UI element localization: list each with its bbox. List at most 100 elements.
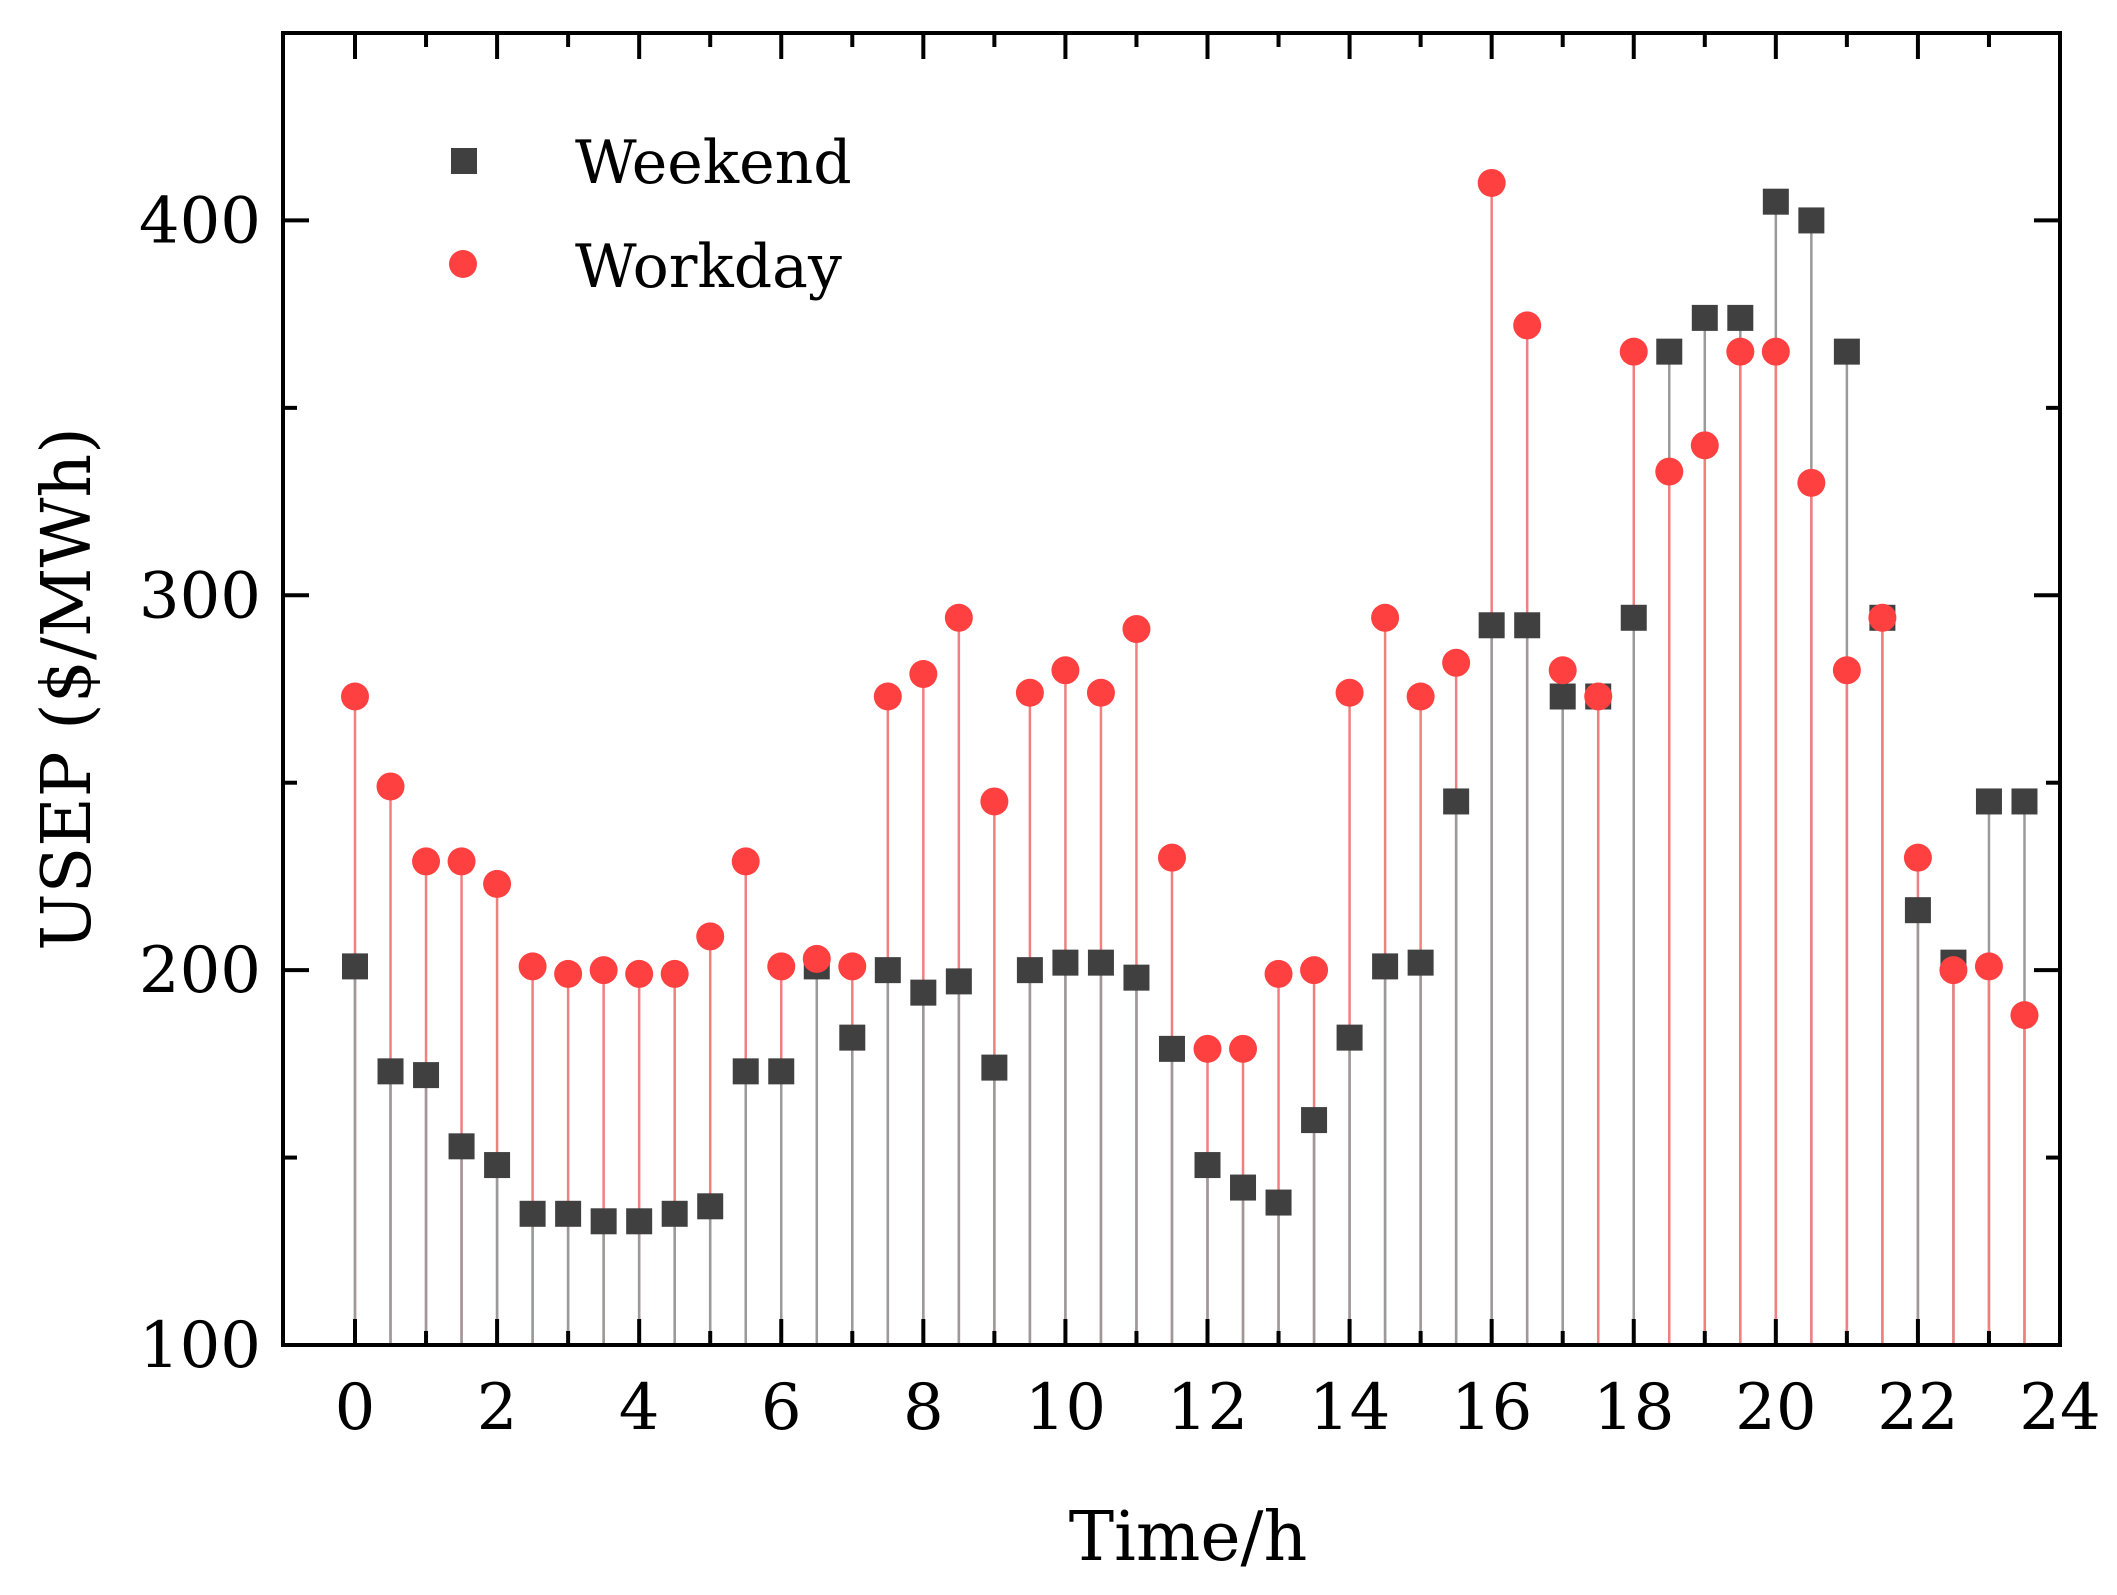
legend-item-weekend: Weekend bbox=[451, 128, 852, 198]
weekend-point-24 bbox=[1194, 1152, 1221, 1179]
weekend-point-9 bbox=[661, 1200, 688, 1227]
workday-point-24 bbox=[1193, 1034, 1222, 1063]
workday-point-12 bbox=[767, 952, 796, 981]
workday-point-14 bbox=[838, 952, 867, 981]
weekend-point-20 bbox=[1052, 949, 1079, 976]
workday-point-39 bbox=[1726, 337, 1755, 366]
weekend-point-6 bbox=[555, 1200, 582, 1227]
workday-point-3 bbox=[447, 847, 476, 876]
workday-point-19 bbox=[1015, 678, 1044, 707]
weekend-point-41 bbox=[1798, 207, 1825, 234]
x-tick-label-6: 12 bbox=[1167, 1371, 1248, 1445]
workday-point-18 bbox=[980, 787, 1009, 816]
x-tick-label-11: 22 bbox=[1877, 1371, 1958, 1445]
x-tick-label-4: 8 bbox=[903, 1371, 944, 1445]
workday-point-32 bbox=[1477, 168, 1506, 197]
y-tick-label-1: 200 bbox=[139, 934, 261, 1008]
weekend-point-7 bbox=[590, 1208, 617, 1235]
weekend-point-39 bbox=[1727, 304, 1754, 331]
workday-point-29 bbox=[1371, 603, 1400, 632]
workday-point-2 bbox=[412, 847, 441, 876]
x-tick-label-1: 2 bbox=[477, 1371, 518, 1445]
workday-point-46 bbox=[1974, 952, 2003, 981]
workday-point-31 bbox=[1442, 648, 1471, 677]
weekend-point-17 bbox=[945, 968, 972, 995]
workday-point-4 bbox=[483, 869, 512, 898]
workday-point-42 bbox=[1832, 656, 1861, 685]
workday-point-21 bbox=[1086, 678, 1115, 707]
weekend-point-47 bbox=[2011, 788, 2038, 815]
weekend-point-30 bbox=[1407, 949, 1434, 976]
workday-point-28 bbox=[1335, 678, 1364, 707]
workday-point-34 bbox=[1548, 656, 1577, 685]
workday-point-23 bbox=[1157, 843, 1186, 872]
workday-point-10 bbox=[696, 922, 725, 951]
x-tick-label-10: 20 bbox=[1735, 1371, 1816, 1445]
workday-point-6 bbox=[554, 959, 583, 988]
x-tick-label-2: 4 bbox=[619, 1371, 660, 1445]
workday-point-7 bbox=[589, 956, 618, 985]
weekend-point-36 bbox=[1620, 604, 1647, 631]
workday-point-16 bbox=[909, 660, 938, 689]
workday-point-43 bbox=[1868, 603, 1897, 632]
workday-point-45 bbox=[1939, 956, 1968, 985]
weekend-point-0 bbox=[342, 953, 368, 980]
plot-frame bbox=[281, 31, 2062, 1347]
weekend-point-14 bbox=[839, 1024, 866, 1051]
weekend-point-8 bbox=[626, 1208, 653, 1235]
weekend-point-27 bbox=[1301, 1107, 1328, 1134]
weekend-point-25 bbox=[1230, 1174, 1257, 1201]
markers-layer bbox=[341, 168, 2039, 1235]
workday-point-41 bbox=[1797, 468, 1826, 497]
workday-point-36 bbox=[1619, 337, 1648, 366]
weekend-point-4 bbox=[484, 1152, 511, 1179]
legend-weekend-square-marker bbox=[451, 148, 477, 174]
workday-point-22 bbox=[1122, 615, 1151, 644]
stems-layer bbox=[353, 182, 2026, 1345]
weekend-point-3 bbox=[448, 1133, 475, 1160]
y-tick-label-2: 300 bbox=[139, 559, 261, 633]
weekend-point-29 bbox=[1372, 953, 1399, 980]
weekend-point-15 bbox=[874, 957, 901, 984]
workday-point-13 bbox=[802, 944, 831, 973]
weekend-point-32 bbox=[1478, 612, 1505, 639]
weekend-point-21 bbox=[1087, 949, 1114, 976]
x-tick-label-8: 16 bbox=[1451, 1371, 1532, 1445]
weekend-point-12 bbox=[768, 1058, 795, 1085]
weekend-point-44 bbox=[1904, 897, 1931, 924]
workday-point-20 bbox=[1051, 656, 1080, 685]
weekend-point-23 bbox=[1158, 1035, 1185, 1062]
weekend-point-10 bbox=[697, 1193, 724, 1220]
workday-point-40 bbox=[1761, 337, 1790, 366]
legend: Weekend Workday bbox=[449, 128, 852, 302]
weekend-point-18 bbox=[981, 1054, 1008, 1081]
x-tick-label-3: 6 bbox=[761, 1371, 802, 1445]
weekend-point-46 bbox=[1975, 788, 2002, 815]
weekend-point-11 bbox=[732, 1058, 759, 1085]
x-tick-label-0: 0 bbox=[335, 1371, 376, 1445]
weekend-point-34 bbox=[1549, 683, 1576, 710]
workday-point-25 bbox=[1229, 1034, 1258, 1063]
workday-point-37 bbox=[1655, 457, 1684, 486]
workday-point-38 bbox=[1690, 431, 1719, 460]
x-axis-title: Time/h bbox=[1069, 1498, 1308, 1577]
legend-weekend-label: Weekend bbox=[575, 128, 852, 198]
workday-point-30 bbox=[1406, 682, 1435, 711]
x-tick-label-7: 14 bbox=[1309, 1371, 1390, 1445]
weekend-point-33 bbox=[1514, 612, 1541, 639]
workday-point-5 bbox=[518, 952, 547, 981]
weekend-point-31 bbox=[1443, 788, 1470, 815]
weekend-point-2 bbox=[413, 1062, 440, 1089]
legend-item-workday: Workday bbox=[449, 232, 842, 302]
weekend-point-16 bbox=[910, 979, 937, 1006]
weekend-point-37 bbox=[1656, 338, 1683, 365]
workday-point-35 bbox=[1584, 682, 1613, 711]
workday-point-11 bbox=[731, 847, 760, 876]
workday-point-47 bbox=[2010, 1001, 2039, 1030]
weekend-point-22 bbox=[1123, 964, 1150, 991]
weekend-point-1 bbox=[377, 1058, 404, 1085]
workday-point-27 bbox=[1300, 956, 1329, 985]
weekend-point-28 bbox=[1336, 1024, 1363, 1051]
